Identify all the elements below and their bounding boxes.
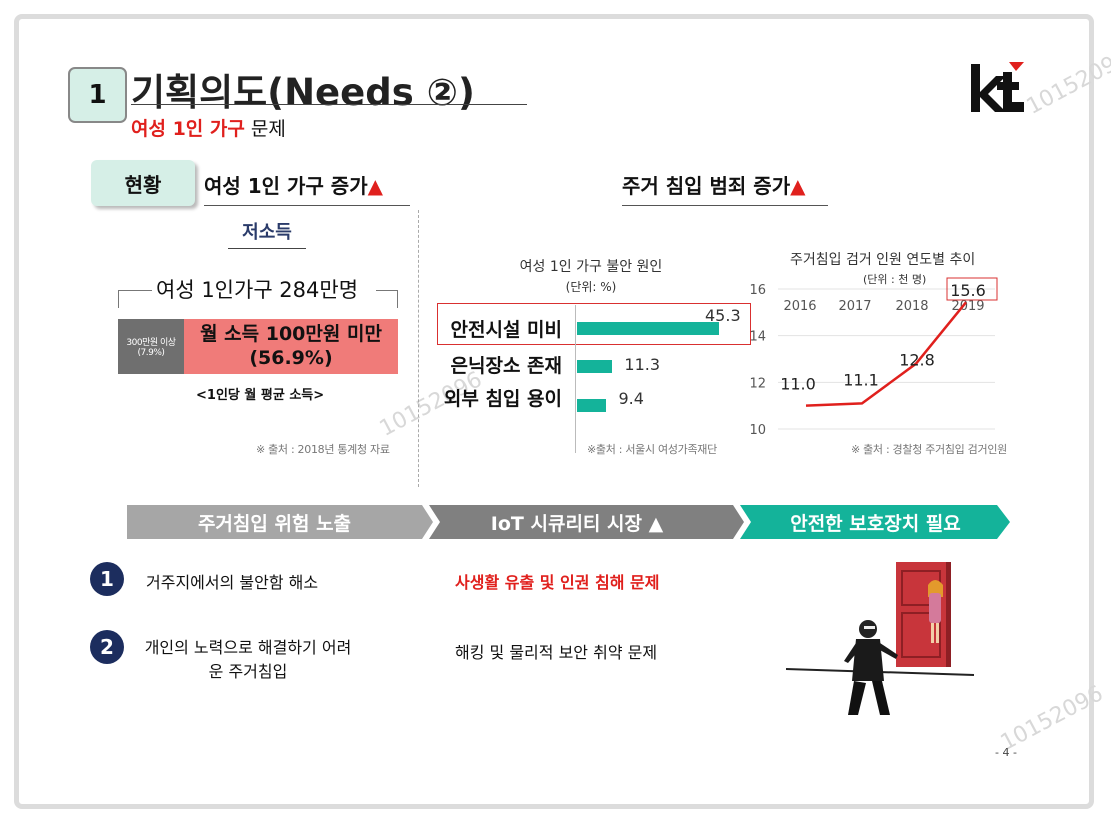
chart2-y-tick: 14 (749, 330, 766, 345)
chart2-y-tick: 16 (749, 283, 766, 298)
banner-label-3: 안전한 보호장치 필요 (790, 512, 961, 535)
chart2-y-tick: 12 (749, 376, 766, 391)
increase-triangle-icon: ▲ (367, 174, 383, 198)
chart1-bar (577, 360, 613, 373)
subtitle-highlight: 여성 1인 가구 (131, 118, 245, 140)
chart2-value-label: 15.6 (950, 281, 986, 300)
chart1-value-label: 45.3 (705, 306, 741, 325)
banner-arrow-3 (740, 505, 1010, 539)
subtitle-rest: 문제 (244, 118, 286, 140)
burglar-door-illustration (786, 562, 975, 715)
chart2-y-tick: 10 (749, 423, 766, 438)
banner-label-1: 주거침입 위험 노출 (197, 512, 352, 535)
kt-logo (971, 62, 1024, 112)
income-bar-low-label: 월 소득 100만원 미만 (200, 322, 382, 345)
chart2-series-line (805, 301, 967, 407)
banner-arrows (127, 505, 1010, 539)
low-income-label: 저소득 (228, 218, 306, 249)
status-pill: 현황 (91, 160, 195, 206)
banner-arrow-1 (127, 505, 433, 539)
slide-frame (14, 14, 1094, 809)
point-number-2: 2 (90, 630, 124, 664)
chart2-highlight-box (946, 277, 998, 301)
section-number-box: 1 (68, 67, 127, 123)
point-2-left: 개인의 노력으로 해결하기 어려운 주거침입 (144, 638, 352, 681)
income-bar-low: 월 소득 100만원 미만 (56.9%) (184, 319, 398, 374)
point-1-left: 거주지에서의 불안함 해소 (146, 573, 319, 592)
chart2-value-label: 12.8 (899, 351, 935, 370)
income-bar-low-pct: (56.9%) (249, 346, 333, 369)
chart1-category-label: 안전시설 미비 (450, 319, 563, 341)
chart1-axis (575, 305, 576, 453)
households-label: 여성 1인가구 284만명 (156, 278, 359, 302)
income-bar-high: 300만원 이상 (7.9%) (118, 319, 184, 374)
right-heading-text: 주거 침입 범죄 증가 (622, 174, 791, 198)
chart1-bar (577, 322, 719, 335)
chart1-title: 여성 1인 가구 불안 원인 (519, 259, 663, 275)
increase-triangle-icon: ▲ (790, 174, 806, 198)
title-underline (131, 104, 527, 105)
chart1-value-label: 9.4 (618, 389, 644, 408)
chart2-x-tick: 2017 (838, 299, 871, 314)
point-1-right: 사생활 유출 및 인권 침해 문제 (455, 573, 660, 592)
banner-arrow-2 (429, 505, 744, 539)
left-heading: 여성 1인 가구 증가▲ (204, 170, 410, 206)
chart2-value-label: 11.1 (843, 370, 879, 389)
chart1-value-label: 11.3 (624, 355, 661, 374)
page-title: 기획의도(Needs ②) (131, 71, 475, 114)
chart2-svg: 16 14 12 10 2016 2017 2018 2019 11.0 11.1 12.8 15.6 (749, 277, 998, 438)
banner-label-2: IoT 시큐리티 시장 ▲ (490, 512, 664, 535)
chart2-title: 주거침입 검거 인원 연도별 추이 (790, 252, 976, 268)
chart1-source: ※출처 : 서울시 여성가족재단 (587, 443, 717, 456)
chart1-category-label: 외부 침입 용이 (443, 388, 562, 410)
chart2-x-tick: 2016 (783, 299, 816, 314)
source-note: ※ 출처 : 2018년 통계청 자료 (256, 443, 390, 456)
chart1-unit: (단위: %) (565, 280, 617, 294)
chart2-x-tick: 2018 (895, 299, 928, 314)
chart2-source: ※ 출처 : 경찰청 주거침입 검거인원 (851, 443, 1007, 456)
left-heading-text: 여성 1인 가구 증가 (204, 174, 368, 198)
chart1-bar (577, 399, 607, 412)
panel-divider (418, 210, 419, 487)
income-bar-high-pct: (7.9%) (137, 348, 165, 358)
chart2-x-tick: 2019 (951, 299, 984, 314)
avg-income-note: <1인당 월 평균 소득> (196, 388, 325, 403)
brace-right (376, 290, 398, 308)
page-number: - 4 - (995, 746, 1017, 759)
chart1-category-label: 은닉장소 존재 (450, 355, 563, 377)
point-number-1: 1 (90, 562, 124, 596)
point-2-right: 해킹 및 물리적 보안 취약 문제 (455, 643, 658, 662)
brace-left (118, 290, 152, 308)
chart2-value-label: 11.0 (780, 375, 816, 394)
page-subtitle: 여성 1인 가구 문제 (131, 114, 286, 141)
income-bar-high-label: 300만원 이상 (126, 338, 176, 348)
chart2-unit: (단위 : 천 명) (863, 273, 927, 286)
right-heading: 주거 침입 범죄 증가▲ (622, 170, 828, 206)
chart1-highlight-box (437, 303, 751, 345)
